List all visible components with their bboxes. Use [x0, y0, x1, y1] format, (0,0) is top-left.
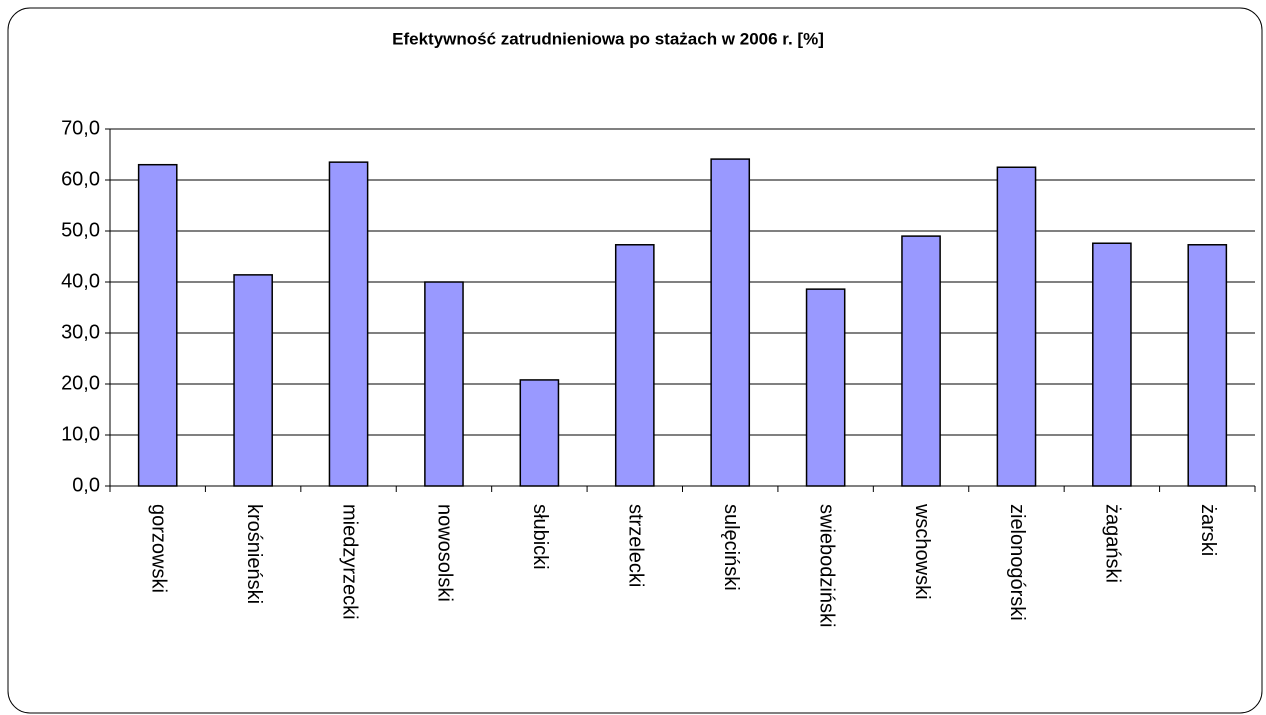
y-tick-label: 70,0 — [61, 117, 100, 139]
y-tick-label: 60,0 — [61, 168, 100, 190]
bar — [519, 379, 560, 487]
bar — [1092, 242, 1132, 487]
y-tick-label: 50,0 — [61, 219, 100, 241]
bar — [328, 161, 369, 487]
bar — [424, 281, 464, 487]
bar — [996, 166, 1037, 487]
y-tick-label: 20,0 — [61, 372, 100, 394]
x-tick-label: nowosolski — [434, 504, 456, 602]
y-tick-label: 10,0 — [61, 423, 100, 445]
bar — [901, 235, 941, 487]
x-tick-label: swiebodziński — [815, 504, 837, 627]
bar — [710, 158, 751, 487]
bar — [137, 163, 178, 487]
y-tick-label: 0,0 — [72, 474, 100, 496]
bar — [1187, 244, 1228, 487]
x-tick-label: zielonogórski — [1006, 504, 1028, 621]
x-tick-label: żagański — [1102, 504, 1124, 583]
bar — [233, 274, 273, 487]
x-tick-label: strzelecki — [625, 504, 647, 587]
x-tick-label: sulęciński — [720, 504, 742, 591]
bar — [805, 288, 846, 487]
x-tick-label: gorzowski — [147, 504, 169, 593]
y-tick-label: 30,0 — [61, 321, 100, 343]
x-tick-label: żarski — [1197, 504, 1219, 556]
x-tick-label: krośnieński — [243, 504, 265, 604]
x-tick-label: słubicki — [529, 504, 551, 570]
bar — [614, 244, 655, 487]
y-tick-label: 40,0 — [61, 270, 100, 292]
x-tick-label: miedzyrzecki — [338, 504, 360, 620]
chart-title: Efektywność zatrudnieniowa po stażach w … — [392, 29, 824, 48]
x-tick-label: wschowski — [911, 503, 933, 600]
